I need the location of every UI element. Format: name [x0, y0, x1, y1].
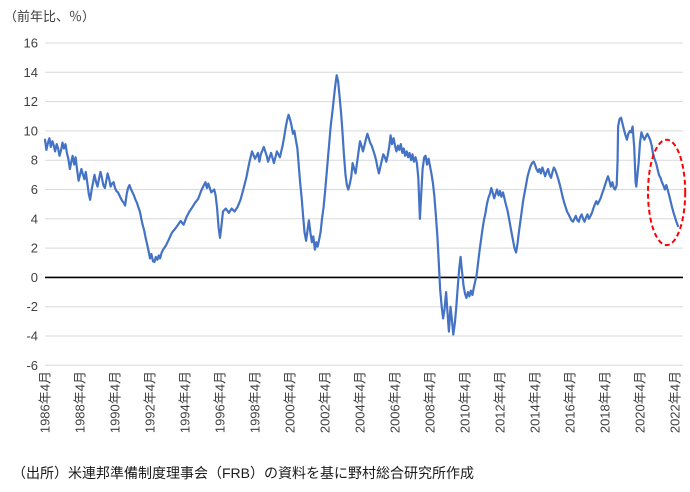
- x-tick-label: 1986年4月: [38, 371, 53, 433]
- y-tick-label: 4: [31, 211, 38, 226]
- x-tick-label: 2016年4月: [563, 371, 578, 433]
- x-tick-label: 1994年4月: [178, 371, 193, 433]
- x-tick-label: 1998年4月: [248, 371, 263, 433]
- x-tick-label: 2022年4月: [668, 371, 683, 433]
- x-tick-label: 2018年4月: [598, 371, 613, 433]
- chart-title: （前年比、％）: [4, 9, 96, 24]
- x-tick-label: 2006年4月: [388, 371, 403, 433]
- x-tick-label: 2004年4月: [353, 371, 368, 433]
- x-tick-label: 1992年4月: [143, 371, 158, 433]
- y-tick-label: 12: [24, 94, 38, 109]
- data-series-line: [43, 74, 680, 336]
- x-tick-label: 1988年4月: [73, 371, 88, 433]
- y-tick-label: -4: [26, 329, 38, 344]
- y-tick-label: 2: [31, 241, 38, 256]
- highlight-ellipse: [647, 138, 687, 247]
- x-tick-label: 2014年4月: [528, 371, 543, 433]
- x-tick-label: 2002年4月: [318, 371, 333, 433]
- x-tick-label: 1996年4月: [213, 371, 228, 433]
- y-tick-label: 0: [31, 270, 38, 285]
- x-tick-label: 2020年4月: [633, 371, 648, 433]
- x-tick-label: 2008年4月: [423, 371, 438, 433]
- y-tick-label: 8: [31, 153, 38, 168]
- y-tick-label: 10: [24, 123, 38, 138]
- x-tick-label: 2000年4月: [283, 371, 298, 433]
- y-tick-label: 14: [24, 65, 38, 80]
- y-tick-label: 16: [24, 36, 38, 51]
- y-tick-label: -6: [26, 358, 38, 373]
- y-tick-label: 6: [31, 182, 38, 197]
- x-tick-label: 2010年4月: [458, 371, 473, 433]
- y-tick-label: -2: [26, 299, 38, 314]
- x-tick-label: 2012年4月: [493, 371, 508, 433]
- source-note: （出所）米連邦準備制度理事会（FRB）の資料を基に野村総合研究所作成: [12, 465, 474, 481]
- x-tick-label: 1990年4月: [108, 371, 123, 433]
